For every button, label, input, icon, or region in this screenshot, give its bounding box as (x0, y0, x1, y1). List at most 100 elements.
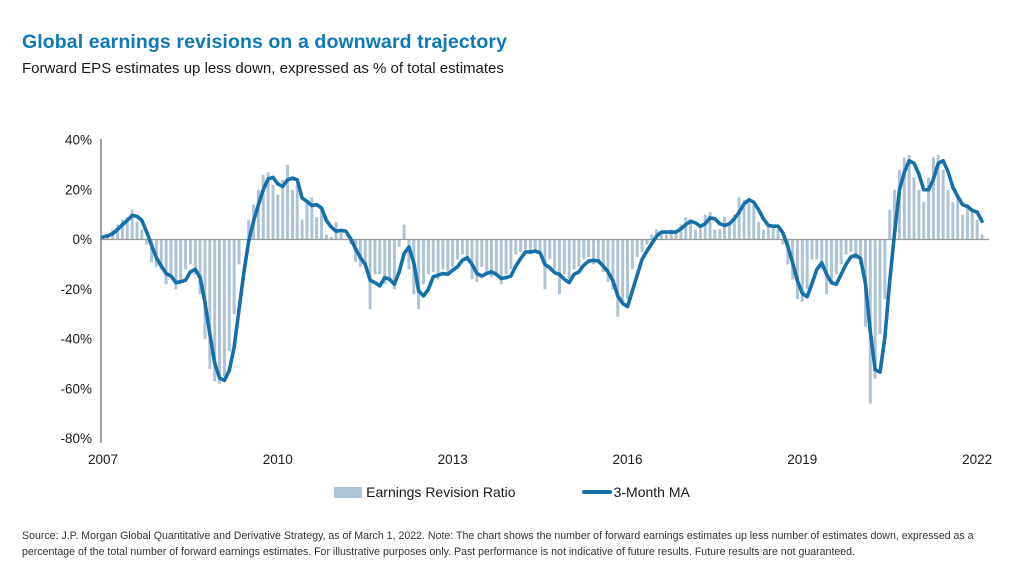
bar (315, 217, 319, 240)
bar (150, 239, 154, 262)
bar (956, 197, 960, 240)
legend-line-label: 3-Month MA (613, 484, 690, 500)
bar (708, 212, 712, 240)
bar (961, 214, 965, 240)
bar (290, 189, 294, 240)
bar (300, 219, 304, 240)
bar (402, 224, 406, 240)
bar (625, 239, 629, 300)
y-tick-label: 0% (72, 232, 92, 247)
y-tick-label: -80% (60, 431, 92, 446)
bar (509, 239, 513, 270)
bar (247, 219, 251, 240)
x-tick-label: 2022 (962, 452, 992, 467)
bar (927, 177, 931, 240)
bar (256, 189, 260, 240)
bar (645, 239, 649, 245)
bar (567, 239, 571, 280)
bar (441, 239, 445, 270)
bar (591, 239, 595, 265)
bar (630, 239, 634, 270)
bar (426, 239, 430, 275)
bar (893, 189, 897, 240)
bar (514, 239, 518, 255)
bar (295, 184, 299, 240)
bar (587, 239, 591, 257)
bar (752, 204, 756, 240)
bar (941, 169, 945, 240)
chart-subtitle: Forward EPS estimates up less down, expr… (22, 60, 504, 77)
bar (650, 234, 654, 240)
bar (373, 239, 377, 275)
bar (849, 239, 853, 252)
bar (825, 239, 829, 295)
bar (936, 154, 940, 240)
chart-legend: Earnings Revision Ratio 3-Month MA (0, 484, 1024, 500)
bar (470, 239, 474, 280)
bar (261, 174, 265, 240)
bar (227, 239, 231, 352)
bar (324, 234, 328, 240)
bar (766, 224, 770, 240)
bar (659, 232, 663, 240)
line-swatch-icon (581, 490, 612, 494)
bar (834, 239, 838, 275)
bar (286, 164, 290, 240)
bar (145, 239, 149, 245)
bar (436, 239, 440, 280)
bar (135, 222, 139, 240)
bar (329, 237, 333, 240)
bar (193, 239, 197, 275)
page-title: Global earnings revisions on a downward … (22, 31, 508, 54)
bar (140, 229, 144, 240)
legend-item-line: 3-Month MA (581, 484, 690, 500)
bar (456, 239, 460, 260)
legend-bar-label: Earnings Revision Ratio (366, 484, 516, 500)
y-tick-label: -20% (60, 282, 92, 297)
bar (553, 239, 557, 270)
bar (538, 239, 542, 255)
bar (179, 239, 183, 282)
bar (878, 239, 882, 335)
bar (198, 239, 202, 295)
bar (616, 239, 620, 317)
bar (465, 239, 469, 260)
bar (378, 239, 382, 275)
bar (577, 239, 581, 267)
bar (494, 239, 498, 275)
y-axis-tick-labels: 40% 20% 0% -20% -40% -60% -80% (60, 133, 92, 447)
bar (674, 232, 678, 240)
bar (533, 239, 537, 250)
bar (582, 239, 586, 260)
bar (795, 239, 799, 300)
bar (174, 239, 178, 290)
bar (499, 239, 503, 285)
bar (524, 239, 527, 250)
bar (305, 199, 309, 240)
y-tick-label: 20% (65, 182, 92, 197)
bar (723, 217, 727, 240)
bar (718, 229, 722, 240)
bar (854, 239, 858, 260)
bar (970, 209, 974, 240)
bar (732, 214, 736, 240)
bar (820, 239, 824, 270)
bar (742, 199, 746, 240)
bar (120, 219, 124, 240)
bar (965, 207, 969, 240)
bar (669, 229, 673, 240)
bar (805, 239, 809, 290)
bar (504, 239, 508, 275)
bar (771, 224, 775, 240)
bar (737, 197, 741, 240)
bar (116, 224, 120, 240)
bar (130, 209, 134, 240)
bar (392, 239, 396, 290)
bar (883, 239, 887, 300)
bar (664, 234, 668, 240)
bar-series (101, 154, 984, 404)
bar (490, 239, 494, 277)
bar (184, 239, 188, 270)
